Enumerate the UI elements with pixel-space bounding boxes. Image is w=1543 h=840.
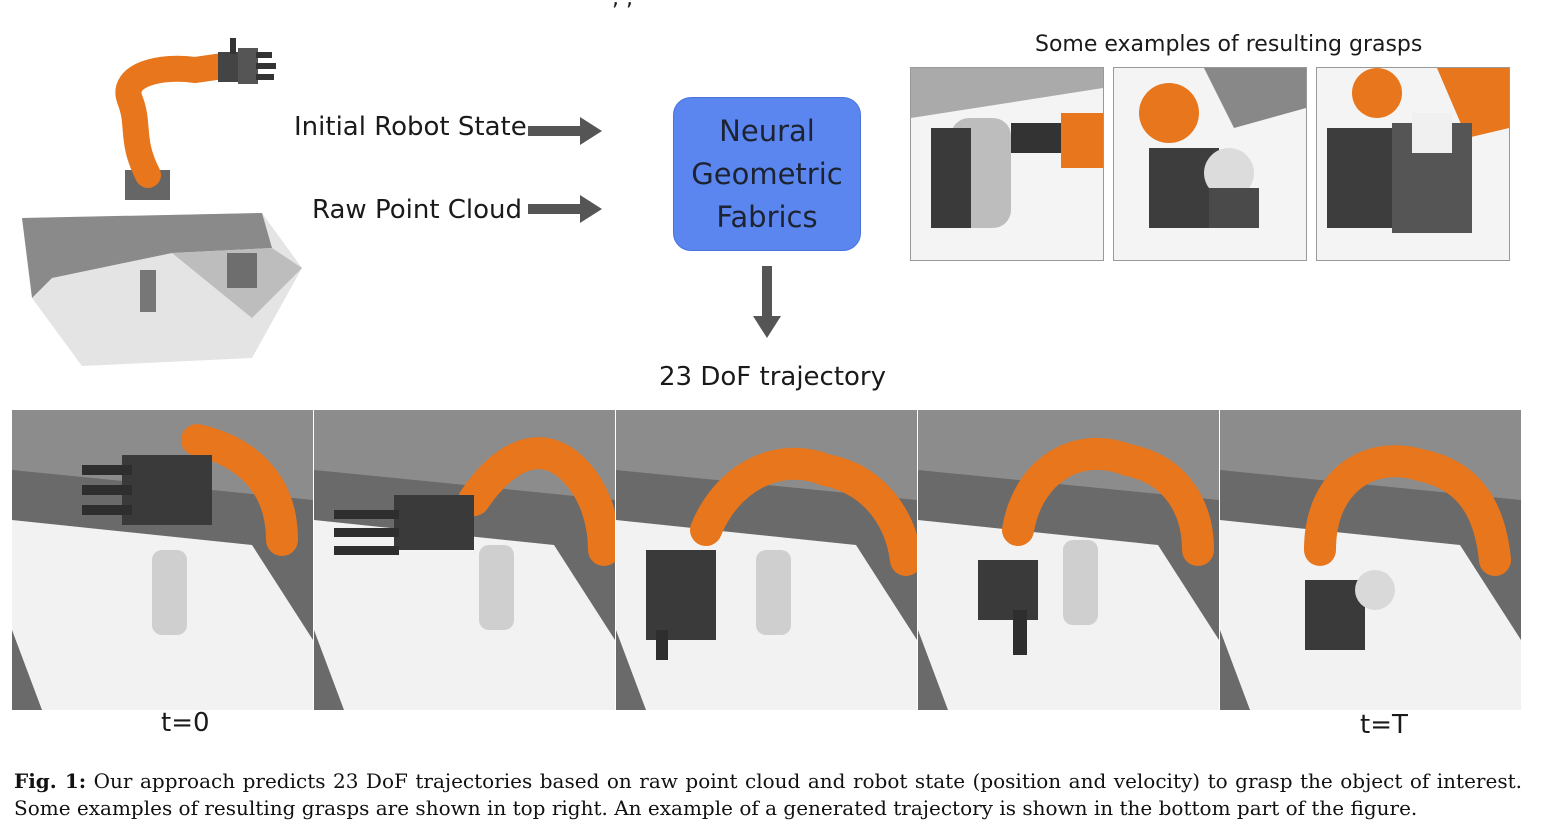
- robot-arm-illustration: [115, 38, 276, 200]
- neural-geometric-fabrics-box: Neural Geometric Fabrics: [673, 97, 861, 251]
- initial-robot-state-label: Initial Robot State: [294, 112, 527, 142]
- clipped-header-text: , ,: [612, 0, 633, 11]
- trajectory-frame-4: [918, 410, 1219, 710]
- trajectory-frame-3: [616, 410, 917, 710]
- arrow-right-icon: [580, 117, 602, 145]
- trajectory-frame-1: [12, 410, 313, 710]
- arrow-down-icon: [753, 316, 781, 338]
- trajectory-frame-2: [314, 410, 615, 710]
- arrow-down-shaft: [762, 266, 772, 318]
- fabric-line-2: Geometric: [691, 156, 843, 191]
- figure-caption: Fig. 1: Our approach predicts 23 DoF tra…: [14, 768, 1522, 822]
- caption-text: Our approach predicts 23 DoF trajectorie…: [14, 769, 1522, 820]
- raw-point-cloud-label: Raw Point Cloud: [312, 195, 523, 225]
- trajectory-frame-5: [1220, 410, 1521, 710]
- grasp-example-1: [910, 67, 1104, 261]
- caption-prefix: Fig. 1:: [14, 769, 87, 793]
- trajectory-output-label: 23 DoF trajectory: [659, 362, 887, 392]
- arrow-cloud-shaft: [528, 204, 583, 214]
- point-cloud-illustration: [22, 213, 302, 366]
- fabric-line-1: Neural: [719, 113, 815, 148]
- trajectory-start-label: t=0: [161, 708, 210, 738]
- arrow-state-shaft: [528, 126, 583, 136]
- grasp-example-2: [1113, 67, 1307, 261]
- arrow-right-icon: [580, 195, 602, 223]
- grasp-example-3: [1316, 67, 1510, 261]
- grasps-title: Some examples of resulting grasps: [1035, 32, 1423, 57]
- trajectory-end-label: t=T: [1360, 710, 1408, 740]
- fabric-line-3: Fabrics: [716, 199, 818, 234]
